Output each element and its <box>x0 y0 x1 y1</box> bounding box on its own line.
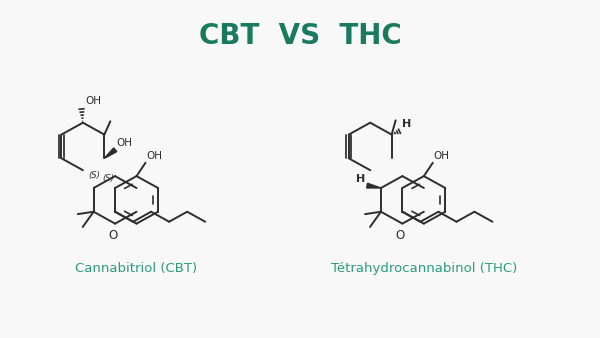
Polygon shape <box>104 148 117 158</box>
Text: H: H <box>356 174 365 184</box>
Polygon shape <box>367 183 381 188</box>
Text: OH: OH <box>434 151 450 161</box>
Text: OH: OH <box>85 96 101 106</box>
Text: OH: OH <box>116 138 132 148</box>
Text: (S): (S) <box>89 171 100 180</box>
Text: OH: OH <box>146 151 163 161</box>
Text: Cannabitriol (CBT): Cannabitriol (CBT) <box>76 262 197 274</box>
Text: CBT  VS  THC: CBT VS THC <box>199 22 401 50</box>
Text: O: O <box>395 229 404 242</box>
Text: O: O <box>108 229 117 242</box>
Text: Tétrahydrocannabinol (THC): Tétrahydrocannabinol (THC) <box>331 262 517 274</box>
Text: H: H <box>401 119 411 129</box>
Text: (S): (S) <box>102 174 114 183</box>
